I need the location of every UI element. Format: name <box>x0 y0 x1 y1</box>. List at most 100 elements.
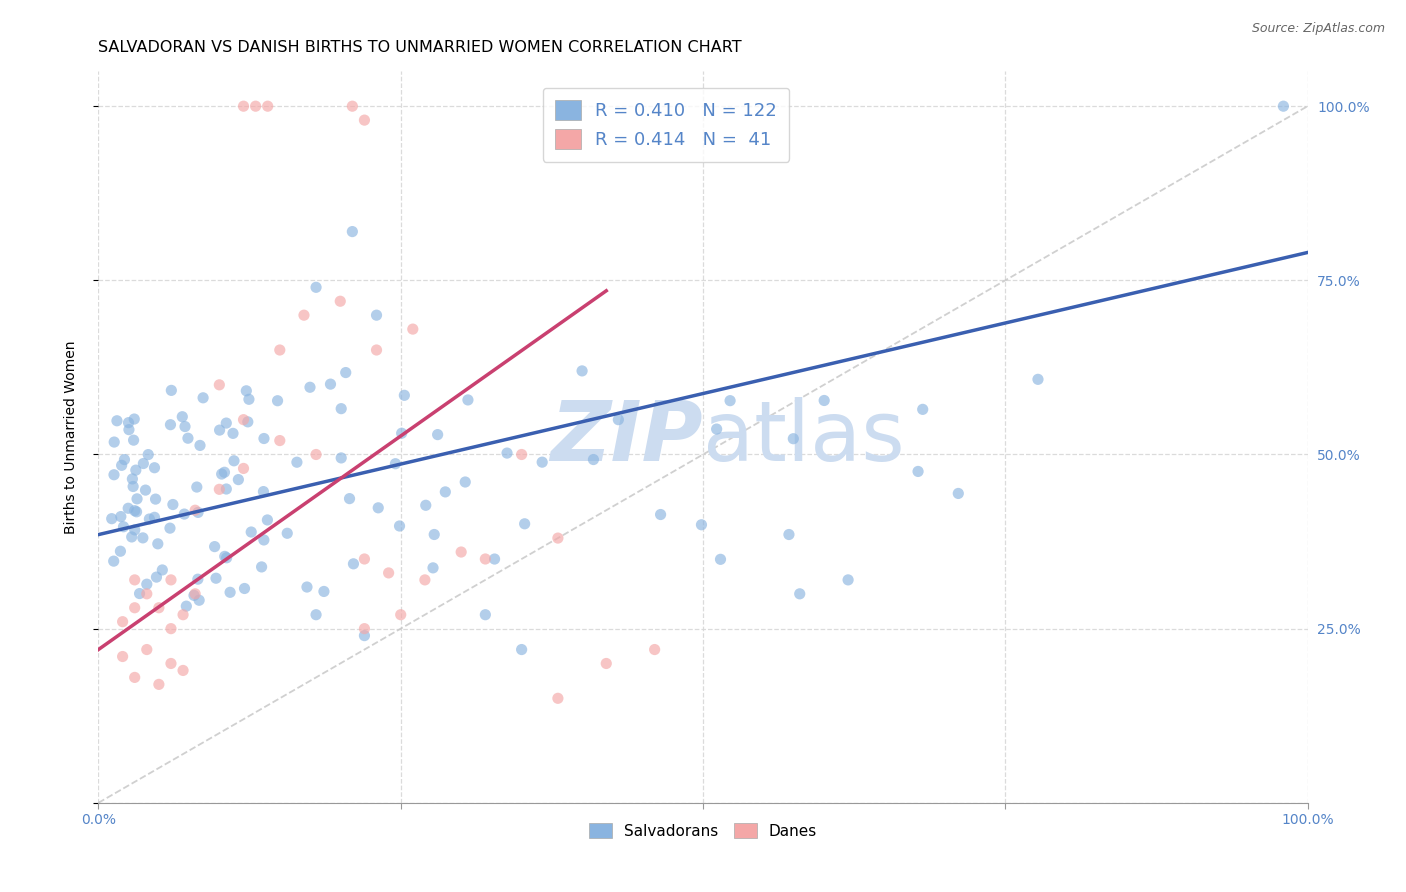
Point <box>547 691 569 706</box>
Point <box>391 426 413 441</box>
Point <box>1026 372 1049 386</box>
Point <box>122 412 145 426</box>
Point <box>582 452 605 467</box>
Point <box>366 308 388 322</box>
Text: ZIP: ZIP <box>550 397 703 477</box>
Point <box>184 503 207 517</box>
Point <box>112 520 135 534</box>
Point <box>911 402 934 417</box>
Point <box>143 460 166 475</box>
Point <box>595 657 617 671</box>
Point <box>474 552 496 566</box>
Point <box>335 366 357 380</box>
Point <box>135 642 157 657</box>
Point <box>118 423 141 437</box>
Point <box>132 531 155 545</box>
Point <box>496 446 519 460</box>
Point <box>186 480 208 494</box>
Point <box>159 521 181 535</box>
Point <box>208 377 231 392</box>
Point <box>219 585 242 599</box>
Point <box>208 483 231 497</box>
Point <box>125 463 148 477</box>
Point <box>547 531 569 545</box>
Point <box>276 526 298 541</box>
Point <box>208 423 231 437</box>
Point <box>253 533 276 547</box>
Point <box>125 491 148 506</box>
Point <box>136 448 159 462</box>
Point <box>135 577 157 591</box>
Point <box>330 450 353 465</box>
Point <box>367 500 389 515</box>
Point <box>269 434 291 448</box>
Point <box>222 454 245 468</box>
Point <box>510 448 533 462</box>
Point <box>377 566 399 580</box>
Point <box>233 582 256 596</box>
Point <box>353 622 375 636</box>
Point <box>143 510 166 524</box>
Point <box>252 484 274 499</box>
Point <box>173 507 195 521</box>
Point <box>121 530 143 544</box>
Point <box>232 99 254 113</box>
Point <box>177 431 200 445</box>
Point <box>571 364 593 378</box>
Point <box>160 573 183 587</box>
Point <box>103 554 125 568</box>
Point <box>183 588 205 602</box>
Point <box>256 99 278 113</box>
Point <box>215 482 238 496</box>
Point <box>510 642 533 657</box>
Point <box>117 501 139 516</box>
Point <box>266 393 288 408</box>
Point <box>172 664 194 678</box>
Point <box>1272 99 1295 113</box>
Legend: Salvadorans, Danes: Salvadorans, Danes <box>581 815 825 847</box>
Point <box>706 422 728 436</box>
Point <box>531 455 554 469</box>
Text: atlas: atlas <box>703 397 904 477</box>
Y-axis label: Births to Unmarried Women: Births to Unmarried Women <box>63 341 77 533</box>
Point <box>312 584 335 599</box>
Point <box>256 513 278 527</box>
Point <box>650 508 672 522</box>
Point <box>353 552 375 566</box>
Point <box>422 561 444 575</box>
Point <box>778 527 800 541</box>
Point <box>134 483 156 497</box>
Text: Source: ZipAtlas.com: Source: ZipAtlas.com <box>1251 22 1385 36</box>
Point <box>450 545 472 559</box>
Point <box>105 414 128 428</box>
Point <box>342 99 364 113</box>
Point <box>366 343 388 357</box>
Point <box>342 225 364 239</box>
Point <box>148 677 170 691</box>
Point <box>191 391 214 405</box>
Point <box>121 472 143 486</box>
Point <box>174 419 197 434</box>
Point <box>124 600 146 615</box>
Point <box>145 492 167 507</box>
Point <box>124 523 146 537</box>
Point <box>709 552 731 566</box>
Point <box>146 537 169 551</box>
Point <box>124 503 146 517</box>
Point <box>160 657 183 671</box>
Point <box>269 343 291 357</box>
Point <box>122 479 145 493</box>
Point <box>111 458 134 473</box>
Point <box>426 427 449 442</box>
Point <box>305 607 328 622</box>
Text: SALVADORAN VS DANISH BIRTHS TO UNMARRIED WOMEN CORRELATION CHART: SALVADORAN VS DANISH BIRTHS TO UNMARRIED… <box>98 40 742 55</box>
Point <box>124 670 146 684</box>
Point <box>285 455 308 469</box>
Point <box>342 557 364 571</box>
Point <box>353 113 375 128</box>
Point <box>235 384 257 398</box>
Point <box>111 615 134 629</box>
Point <box>718 393 741 408</box>
Point <box>329 294 352 309</box>
Point <box>214 465 236 479</box>
